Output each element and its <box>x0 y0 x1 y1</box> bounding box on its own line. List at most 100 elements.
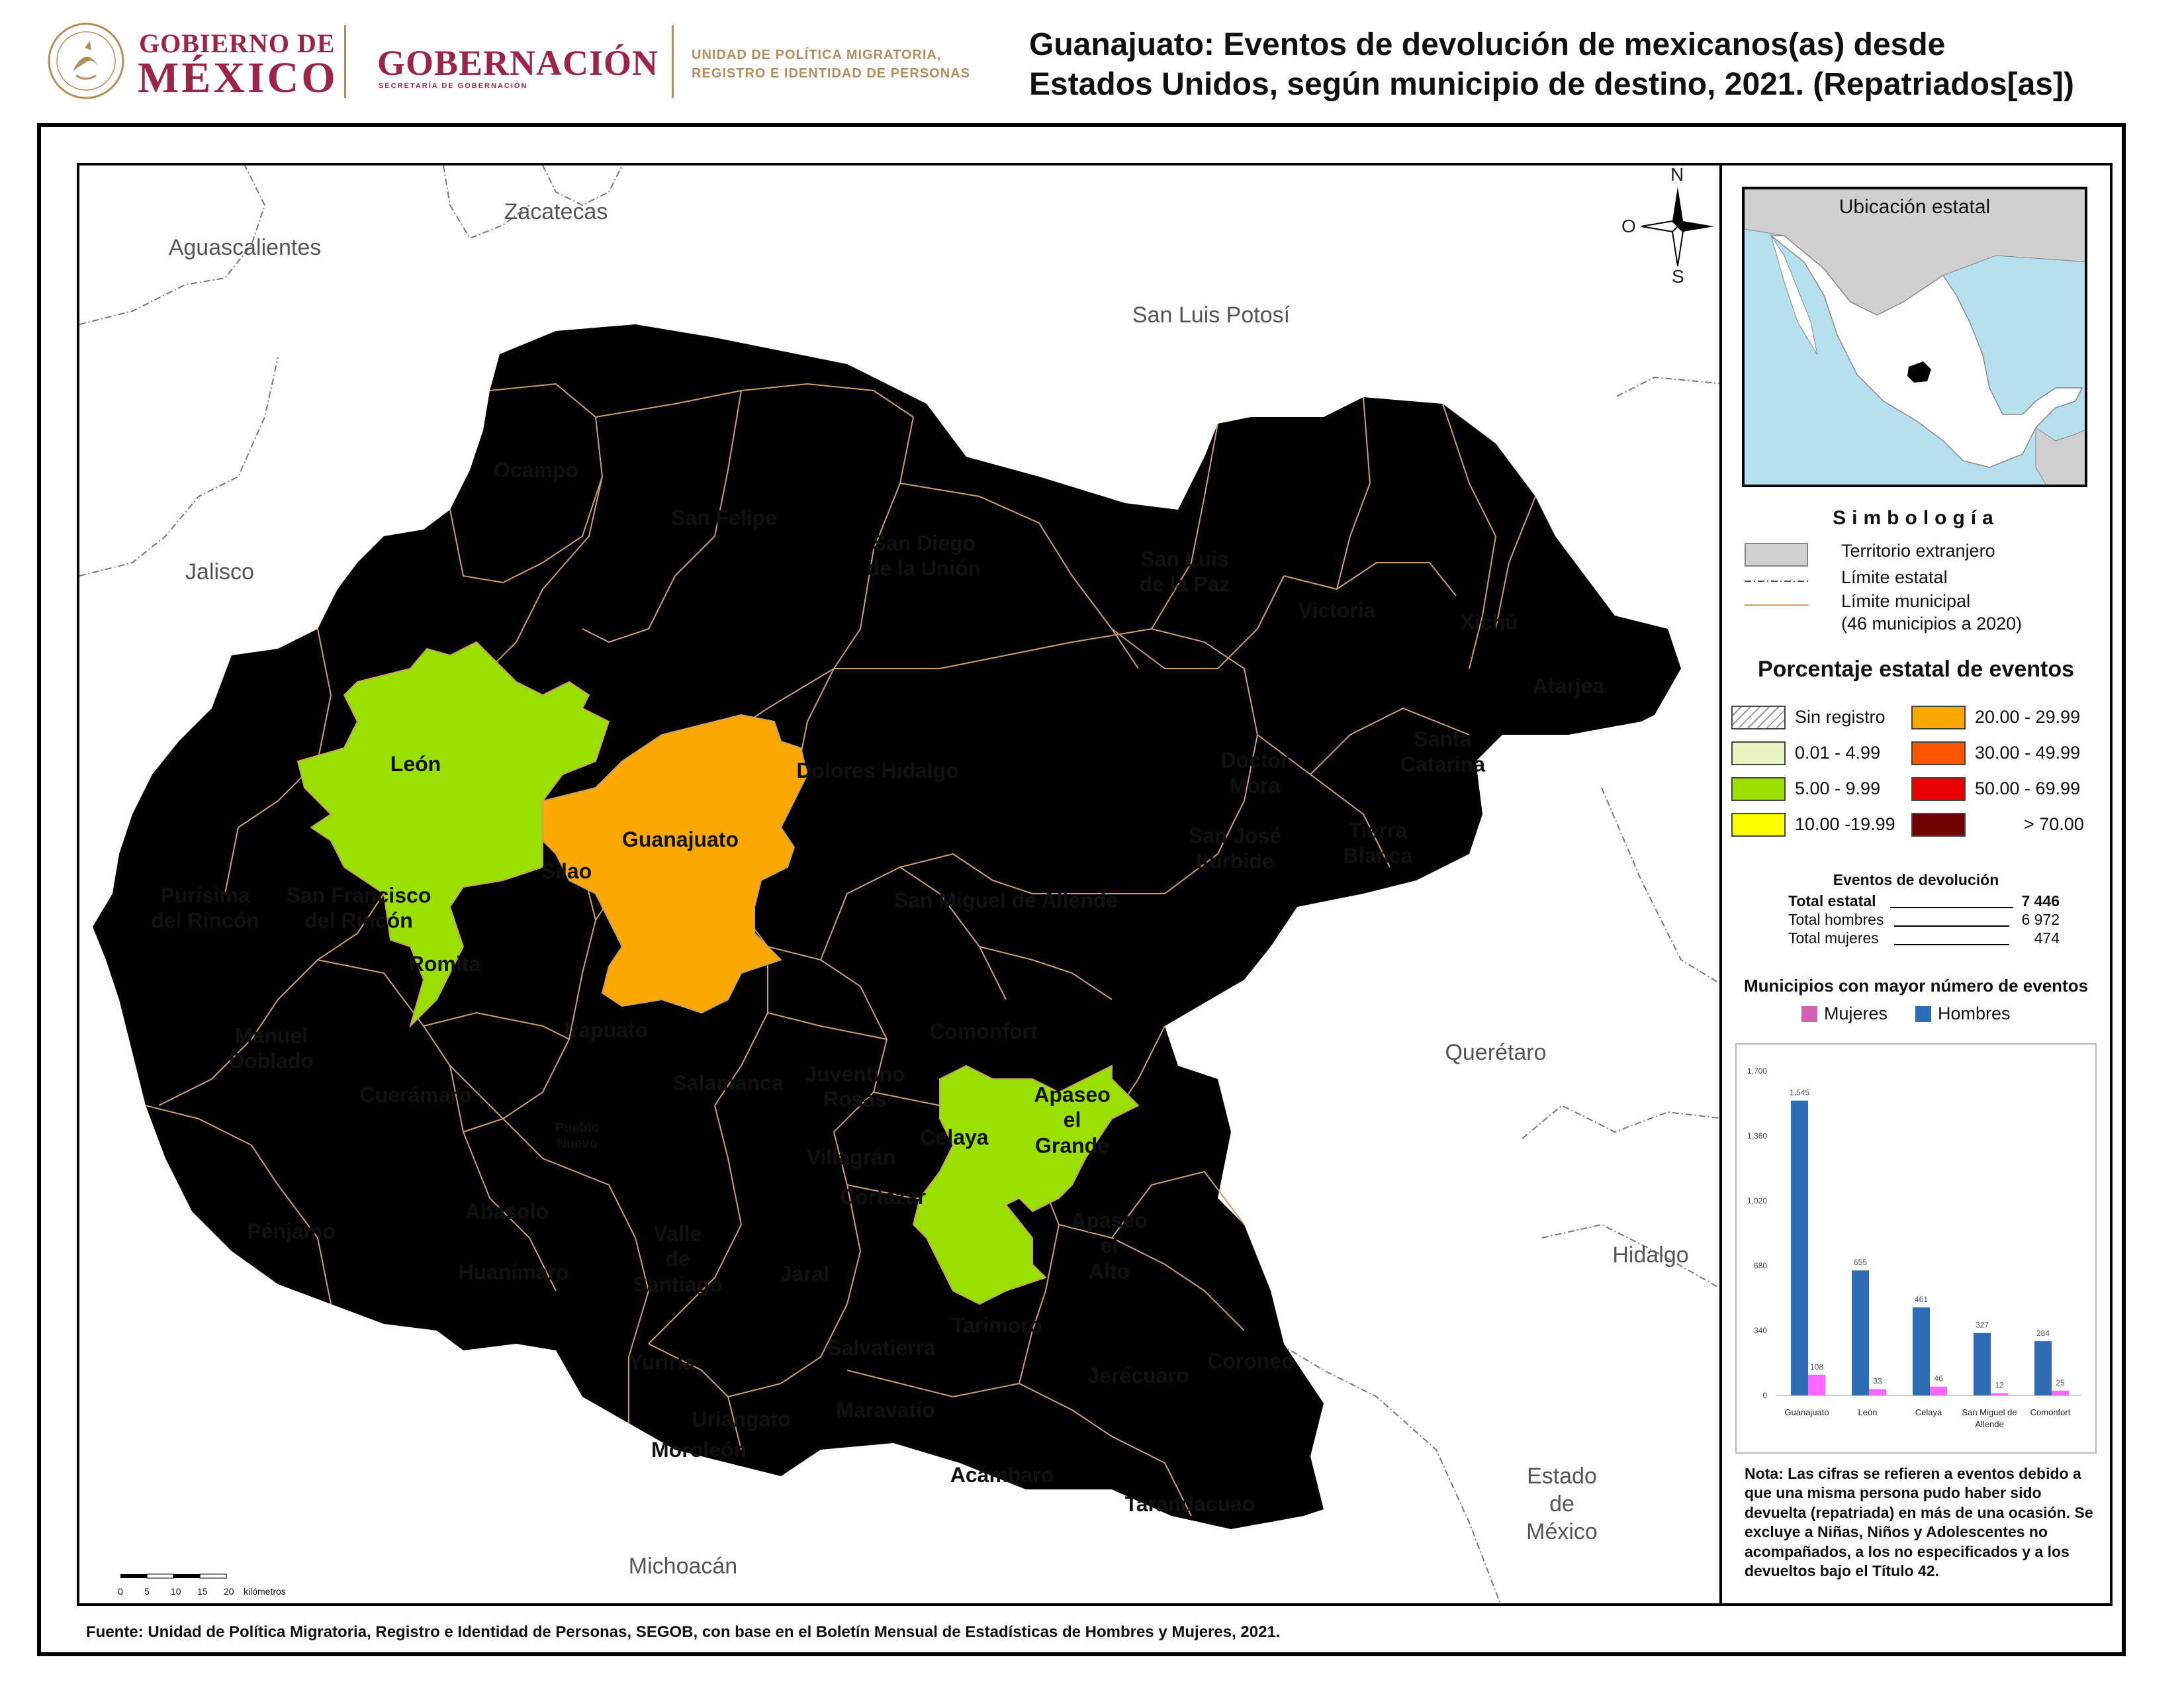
muni-san-diego: San Diego de la Unión <box>866 531 981 581</box>
legend-women-swatch <box>1801 1006 1817 1022</box>
bar-chart-legend: Mujeres Hombres <box>1801 1002 2066 1026</box>
coat-of-arms-icon <box>48 23 124 99</box>
simb-foreign-row: Territorio extranjero <box>1745 540 2102 567</box>
muni-ocampo: Ocampo <box>493 457 579 482</box>
header: GOBIERNO DE MÉXICO GOBERNACIÓN SECRETARÍ… <box>0 0 2184 119</box>
muni-pueblo-nuevo: Pueblo Nuevo <box>555 1121 600 1151</box>
logo-secretaria: SECRETARÍA DE GOBERNACIÓN <box>379 82 528 90</box>
legend-men-label: Hombres <box>1938 1004 2011 1023</box>
muni-san-luis-paz: San Luis de la Paz <box>1139 547 1230 596</box>
events-label: Total estatal <box>1788 892 1876 910</box>
guanajuato-state-shape <box>93 324 1681 1529</box>
events-label: Total hombres <box>1788 911 1884 928</box>
events-value: 6 972 <box>2021 911 2060 928</box>
muni-jerecuaro: Jerécuaro <box>1087 1363 1189 1387</box>
simb-muni-limit-line <box>1745 604 1808 606</box>
pct-class-row: Sin registro <box>1731 703 1910 731</box>
logo-unidad-line2: REGISTRO E IDENTIDAD DE PERSONAS <box>692 66 970 81</box>
pct-legend-title: Porcentaje estatal de eventos <box>1757 657 2075 682</box>
bar-chart: 0 340 680 1,020 1,360 1,700 1,545 108 Guanajuato… <box>1735 1043 2097 1454</box>
page-title-line1: Guanajuato: Eventos de devolución de mex… <box>1029 27 1946 62</box>
bar-mujeres <box>1991 1393 2008 1395</box>
pct-class-swatch <box>1731 706 1786 729</box>
x-tick-label: Comonfort <box>2030 1407 2071 1417</box>
muni-tarandacuao: Tarandacuao <box>1124 1491 1255 1516</box>
simbologia-title: Simbología <box>1833 507 1999 529</box>
pct-class-row: 5.00 - 9.99 <box>1731 774 1910 802</box>
scale-unit: kilómetros <box>244 1586 286 1597</box>
simb-muni-limit-row: Límite municipal <box>1745 590 2102 617</box>
bar-value-hombres: 655 <box>1854 1258 1867 1267</box>
muni-silao: Silao <box>541 859 592 883</box>
guanajuato-map <box>79 165 1719 1603</box>
pct-class-label: Sin registro <box>1795 707 1886 727</box>
bar-value-hombres: 327 <box>1976 1321 1989 1330</box>
muni-acambaro: Acámbaro <box>950 1462 1054 1487</box>
leon-municipality <box>296 641 610 1029</box>
compass-south: S <box>1672 266 1684 287</box>
muni-celaya: Celaya <box>920 1125 989 1149</box>
pct-class-label: 5.00 - 9.99 <box>1795 778 1881 798</box>
muni-moroleon: Moroleón <box>651 1437 747 1462</box>
pct-class-swatch <box>1731 777 1786 801</box>
pct-class-swatch <box>1731 741 1786 765</box>
bar-value-hombres: 461 <box>1915 1295 1928 1304</box>
muni-manuel-doblado: Manuel Doblado <box>229 1023 314 1073</box>
muni-tarimoro: Tarimoro <box>951 1313 1042 1337</box>
bar-chart-title: Municipios con mayor número de eventos <box>1743 976 2089 996</box>
events-leader-line <box>1894 944 2009 945</box>
bar-hombres <box>1974 1333 1991 1395</box>
simb-state-limit-label: Límite estatal <box>1841 567 1948 587</box>
region-michoacan: Michoacán <box>628 1553 738 1579</box>
bar-value-mujeres: 46 <box>1934 1374 1943 1383</box>
x-tick-label: Celaya <box>1915 1407 1942 1417</box>
logo-divider <box>344 25 346 98</box>
pct-class-label: 30.00 - 49.99 <box>1975 743 2081 763</box>
region-jalisco: Jalisco <box>185 559 254 585</box>
map-panel: Zacatecas Aguascalientes San Luis Potosí… <box>77 163 1722 1606</box>
scale-bar: 0 5 10 15 20 kilómetros <box>118 1571 357 1603</box>
muni-atarjea: Atarjea <box>1532 673 1605 698</box>
muni-coroneo: Coroneo <box>1207 1348 1295 1373</box>
region-zacatecas: Zacatecas <box>504 199 608 224</box>
muni-villagran: Villagrán <box>806 1145 896 1169</box>
bar-mujeres <box>1930 1386 1947 1395</box>
simb-muni-limit-label: Límite municipal <box>1841 591 1971 611</box>
scale-tick: 20 <box>224 1586 234 1597</box>
muni-romita: Romita <box>408 951 481 976</box>
y-tick-label: 340 <box>1754 1326 1767 1335</box>
logo-divider <box>672 25 674 98</box>
muni-dolores-hidalgo: Dolores Hidalgo <box>796 758 959 782</box>
events-leader-line <box>1894 925 2009 927</box>
source-note: Fuente: Unidad de Política Migratoria, R… <box>86 1623 1281 1641</box>
bar-value-mujeres: 12 <box>1995 1381 2004 1390</box>
region-queretaro: Querétaro <box>1445 1039 1547 1065</box>
state-fill <box>93 324 1681 1529</box>
nota: Nota: Las cifras se refieren a eventos d… <box>1745 1465 2093 1580</box>
muni-guanajuato: Guanajuato <box>621 827 739 851</box>
events-row: Total mujeres 474 <box>1788 929 2060 948</box>
pct-class-swatch <box>1911 813 1966 837</box>
simb-state-limit-row: Límite estatal <box>1745 567 2102 593</box>
muni-huanimaro: Huanímaro <box>458 1260 569 1284</box>
muni-abasolo: Abasolo <box>465 1199 549 1223</box>
scale-tick: 10 <box>171 1586 181 1597</box>
legend-women-label: Mujeres <box>1824 1004 1888 1023</box>
simb-muni-count-row: (46 municipios a 2020) <box>1745 613 2102 639</box>
pct-class-row: 20.00 - 29.99 <box>1911 703 2090 731</box>
pct-class-row: > 70.00 <box>1911 810 2090 838</box>
muni-penjamo: Pénjamo <box>247 1219 336 1243</box>
muni-irapuato: Irapuato <box>564 1017 649 1042</box>
events-value: 7 446 <box>2021 892 2060 910</box>
logo-gobernacion: GOBERNACIÓN <box>377 43 659 83</box>
y-tick-label: 680 <box>1754 1261 1767 1270</box>
muni-victoria: Victoria <box>1298 598 1376 622</box>
y-tick-label: 1,700 <box>1747 1066 1767 1076</box>
muni-leon: León <box>390 751 441 776</box>
muni-tierra-blanca: Tierra Blanca <box>1343 818 1413 868</box>
compass-north: N <box>1670 164 1684 185</box>
pct-class-label: 10.00 -19.99 <box>1795 814 1895 834</box>
muni-san-francisco: San Francisco del Rincón <box>286 883 432 933</box>
pct-class-row: 30.00 - 49.99 <box>1911 739 2090 767</box>
muni-valle-de-santiago: Valle de Santiago <box>633 1221 723 1297</box>
